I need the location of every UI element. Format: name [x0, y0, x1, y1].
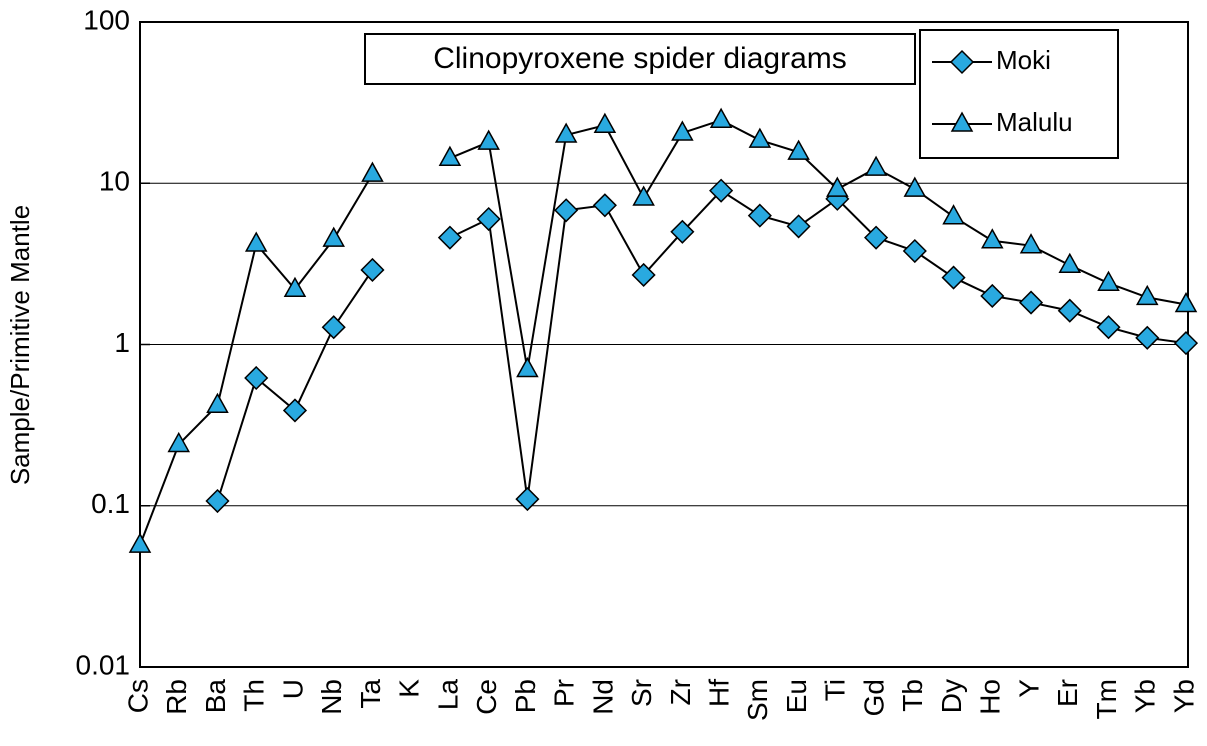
triangle-marker [361, 161, 384, 182]
diamond-marker [902, 238, 927, 264]
x-tick-label: Er [1052, 679, 1083, 707]
diamond-marker [1135, 325, 1160, 350]
x-tick-label: Nd [587, 679, 618, 715]
triangle-marker [864, 155, 888, 176]
triangle-marker [903, 176, 927, 197]
triangle-marker [1097, 270, 1120, 291]
x-tick-label: K [394, 679, 425, 698]
x-tick-label: Sm [742, 679, 773, 721]
triangle-marker [128, 532, 152, 553]
x-tick-label: Pb [510, 679, 541, 713]
triangle-marker [1135, 284, 1159, 306]
legend-label: Malulu [996, 107, 1073, 137]
triangle-marker [244, 231, 268, 252]
x-tick-label: Ti [820, 679, 851, 701]
diamond-marker [437, 225, 462, 250]
triangle-marker [671, 120, 694, 141]
triangle-marker [826, 176, 849, 197]
triangle-marker [632, 185, 655, 206]
triangle-marker [322, 226, 345, 247]
legend-marker [950, 111, 974, 132]
chart-title: Clinopyroxene spider diagrams [433, 42, 847, 75]
triangle-marker [477, 129, 500, 150]
diamond-marker [554, 198, 579, 223]
diamond-marker [244, 365, 269, 391]
x-tick-label: Dy [936, 679, 967, 713]
diamond-marker [205, 488, 230, 514]
triangle-marker [554, 122, 578, 143]
triangle-marker [709, 107, 733, 128]
x-tick-label: U [277, 679, 308, 699]
triangle-marker [787, 139, 810, 160]
diamond-marker [786, 214, 811, 239]
diamond-marker [709, 178, 734, 203]
x-tick-label: Ba [200, 679, 231, 714]
y-tick-label: 100 [83, 4, 130, 35]
triangle-marker [942, 204, 965, 225]
x-tick-label: Nb [316, 679, 347, 715]
x-tick-label: Eu [781, 679, 812, 713]
diamond-marker [631, 262, 656, 288]
x-tick-label: Zr [665, 679, 696, 705]
title-box [364, 33, 916, 85]
y-tick-label: 1 [114, 327, 130, 358]
x-tick-label: Cs [122, 679, 153, 713]
x-tick-label: La [432, 679, 463, 711]
diamond-marker [747, 203, 772, 228]
x-tick-label: Yb [1130, 679, 1161, 713]
triangle-marker [438, 145, 462, 166]
diamond-marker [282, 398, 308, 423]
diamond-marker [670, 219, 695, 244]
x-tick-label: Th [239, 679, 270, 712]
x-tick-label: Yb [1168, 679, 1199, 713]
x-tick-label: Ta [355, 679, 386, 709]
y-axis-label: Sample/Primitive Mantle [5, 205, 35, 485]
y-tick-label: 0.1 [91, 488, 130, 519]
x-tick-label: Rb [161, 679, 192, 715]
triangle-marker [206, 392, 229, 414]
x-tick-label: Sr [626, 679, 657, 707]
diamond-marker [321, 315, 346, 340]
diamond-marker [1096, 315, 1121, 340]
diamond-marker [1057, 298, 1082, 323]
triangle-marker [1174, 291, 1198, 313]
series-line [216, 189, 1187, 502]
diamond-marker [592, 193, 617, 218]
x-tick-label: Ce [471, 679, 502, 715]
triangle-marker [748, 127, 772, 148]
diamond-marker [360, 257, 385, 282]
triangle-marker [516, 356, 539, 378]
diamond-marker [941, 265, 966, 290]
triangle-marker [1019, 233, 1043, 254]
y-tick-label: 0.01 [76, 649, 131, 680]
triangle-marker [593, 112, 617, 133]
diamond-marker [1018, 290, 1044, 315]
diamond-marker [980, 283, 1005, 309]
x-tick-label: Gd [858, 679, 889, 716]
diamond-marker [1173, 331, 1199, 356]
x-tick-label: Ho [975, 679, 1006, 715]
x-tick-label: Y [1013, 679, 1044, 698]
triangle-marker [981, 228, 1004, 249]
x-tick-label: Hf [704, 679, 735, 707]
diamond-marker [515, 487, 540, 512]
y-tick-label: 10 [99, 166, 130, 197]
diamond-marker [476, 206, 501, 232]
legend-marker [949, 49, 975, 75]
triangle-marker [283, 276, 307, 298]
triangle-marker [1058, 252, 1082, 274]
series-line [139, 119, 1187, 546]
diamond-marker [864, 225, 889, 250]
x-tick-label: Tb [897, 679, 928, 712]
x-tick-label: Tm [1091, 679, 1122, 719]
x-tick-label: Pr [549, 679, 580, 707]
legend-box [919, 29, 1119, 159]
legend-label: Moki [996, 45, 1051, 75]
triangle-marker [167, 431, 191, 453]
